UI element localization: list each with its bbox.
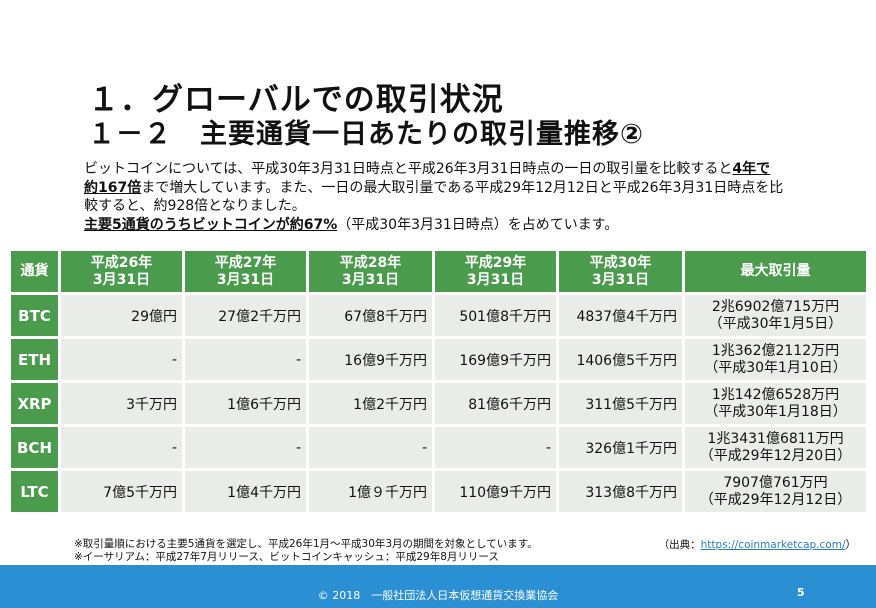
header-cell: 平成28年 3月31日 xyxy=(306,248,435,295)
header-line: 平成28年 xyxy=(339,254,402,271)
header-cell: 平成27年 3月31日 xyxy=(182,248,309,295)
source-suffix: ） xyxy=(845,539,857,551)
source-prefix: （出典： xyxy=(658,539,701,551)
header-cell: 平成26年 3月31日 xyxy=(58,248,185,295)
value-cell: 313億8千万円 xyxy=(556,468,685,515)
header-cell: 通貨 xyxy=(8,248,61,295)
max-line: 1兆142億6528万円 xyxy=(711,386,840,403)
value-cell: - xyxy=(432,424,559,471)
text: （平成30年3月31日時点）を占めています。 xyxy=(337,216,619,233)
value-cell: - xyxy=(58,336,185,383)
copyright: © 2018 一般社団法人日本仮想通貨交換業協会 xyxy=(317,589,559,602)
max-cell: 1兆3431億6811万円 （平成29年12月20日） xyxy=(682,424,869,471)
max-line: 2兆6902億715万円 xyxy=(711,298,840,315)
footnote: ※イーサリアム：平成27年7月リリース、ビットコインキャッシュ：平成29年8月リ… xyxy=(74,551,499,563)
max-line: 1兆362億2112万円 xyxy=(711,342,840,359)
source-link[interactable]: https://coinmarketcap.com/ xyxy=(700,539,846,551)
currency-cell: BCH xyxy=(8,424,61,471)
row: XRP 3千万円 1億6千万円 1億2千万円 81億6千万円 311億5千万円 1兆142億… xyxy=(8,380,869,427)
header-line: 平成27年 xyxy=(214,254,277,271)
currency-cell: BTC xyxy=(8,292,61,339)
max-cell: 1兆362億2112万円 （平成30年1月10日） xyxy=(682,336,869,383)
value-cell: 501億8千万円 xyxy=(432,292,559,339)
header-line: 3月31日 xyxy=(92,271,151,288)
currency-cell: LTC xyxy=(8,468,61,515)
emphasis: 4年で約167倍 xyxy=(84,161,771,196)
value-cell: 1億９千万円 xyxy=(306,468,435,515)
header-line: 3月31日 xyxy=(591,271,650,288)
page-number: 5 xyxy=(797,586,805,599)
header-line: 平成29年 xyxy=(464,254,527,271)
max-line: （平成30年1月18日） xyxy=(704,403,847,420)
value-cell: 16億9千万円 xyxy=(306,336,435,383)
title: １．グローバルでの取引状況 xyxy=(88,82,504,118)
value-cell: 27億2千万円 xyxy=(182,292,309,339)
value-cell: 1406億5千万円 xyxy=(556,336,685,383)
volume-table: 通貨 平成26年 3月31日 平成27年 3月31日 平成28年 3月31日 平成29年 3月3… xyxy=(8,248,869,515)
header-line: 通貨 xyxy=(20,263,49,279)
text: まで増大しています。また、一日の最大取引量である平成29年12月12日と平成26… xyxy=(84,179,784,215)
paragraph: ビットコインについては、平成30年3月31日時点と平成26年3月31日時点の一日… xyxy=(84,160,784,234)
max-line: 1兆3431億6811万円 xyxy=(707,430,844,447)
value-cell: 169億9千万円 xyxy=(432,336,559,383)
row: BTC 29億円 27億2千万円 67億8千万円 501億8千万円 4837億4千万円 2兆… xyxy=(8,292,869,339)
max-line: （平成30年1月10日） xyxy=(704,359,847,376)
value-cell: 3千万円 xyxy=(58,380,185,427)
value-cell: 7億5千万円 xyxy=(58,468,185,515)
max-line: 7907億761万円 xyxy=(723,474,828,491)
max-line: （平成29年12月20日） xyxy=(699,447,852,464)
value-cell: 1億4千万円 xyxy=(182,468,309,515)
emphasis: 主要5通貨のうちビットコインが約67% xyxy=(84,216,338,233)
max-line: （平成29年12月12日） xyxy=(699,491,852,508)
header-line: 平成30年 xyxy=(589,254,652,271)
header-line: 平成26年 xyxy=(90,254,153,271)
currency-cell: ETH xyxy=(8,336,61,383)
max-line: （平成30年1月5日） xyxy=(708,315,843,332)
text: ビットコインについては、平成30年3月31日時点と平成26年3月31日時点の一日… xyxy=(84,161,733,177)
header-line: 3月31日 xyxy=(466,271,525,288)
source: （出典：https://coinmarketcap.com/） xyxy=(659,537,856,552)
value-cell: 326億1千万円 xyxy=(556,424,685,471)
value-cell: 311億5千万円 xyxy=(556,380,685,427)
footer: © 2018 一般社団法人日本仮想通貨交換業協会 5 xyxy=(0,565,876,608)
currency-cell: XRP xyxy=(8,380,61,427)
value-cell: 67億8千万円 xyxy=(306,292,435,339)
value-cell: - xyxy=(58,424,185,471)
row: ETH - -16億9千万円 169億9千万円 1406億5千万円 1兆362億2112万… xyxy=(8,336,869,383)
header-cell: 最大取引量 xyxy=(682,248,869,295)
header-line: 3月31日 xyxy=(216,271,275,288)
subtitle: １－２ 主要通貨一日あたりの取引量推移② xyxy=(88,119,644,150)
row: BCH - - - -326億1千万円 1兆3431億6811万円 （平成29年12月20日… xyxy=(8,424,869,471)
value-cell: 110億9千万円 xyxy=(432,468,559,515)
max-cell: 1兆142億6528万円 （平成30年1月18日） xyxy=(682,380,869,427)
value-cell: 29億円 xyxy=(58,292,185,339)
value-cell: 1億2千万円 xyxy=(306,380,435,427)
max-cell: 7907億761万円 （平成29年12月12日） xyxy=(682,468,869,515)
value-cell: - xyxy=(306,424,435,471)
header-line: 3月31日 xyxy=(341,271,400,288)
value-cell: 4837億4千万円 xyxy=(556,292,685,339)
max-cell: 2兆6902億715万円 （平成30年1月5日） xyxy=(682,292,869,339)
value-cell: 1億6千万円 xyxy=(182,380,309,427)
value-cell: - xyxy=(182,424,309,471)
header-cell: 平成29年 3月31日 xyxy=(432,248,559,295)
value-cell: 81億6千万円 xyxy=(432,380,559,427)
header-row: 通貨 平成26年 3月31日 平成27年 3月31日 平成28年 3月31日 平成29年 3月3… xyxy=(8,248,869,295)
footnote: ※取引量順における主要5通貨を選定し、平成26年1月～平成30年3月の期間を対象… xyxy=(74,538,538,550)
value-cell: - xyxy=(182,336,309,383)
header-cell: 平成30年 3月31日 xyxy=(556,248,685,295)
row: LTC 7億5千万円 1億4千万円 1億９千万円 110億9千万円 313億8千万円 790… xyxy=(8,468,869,515)
header-line: 最大取引量 xyxy=(740,263,811,279)
